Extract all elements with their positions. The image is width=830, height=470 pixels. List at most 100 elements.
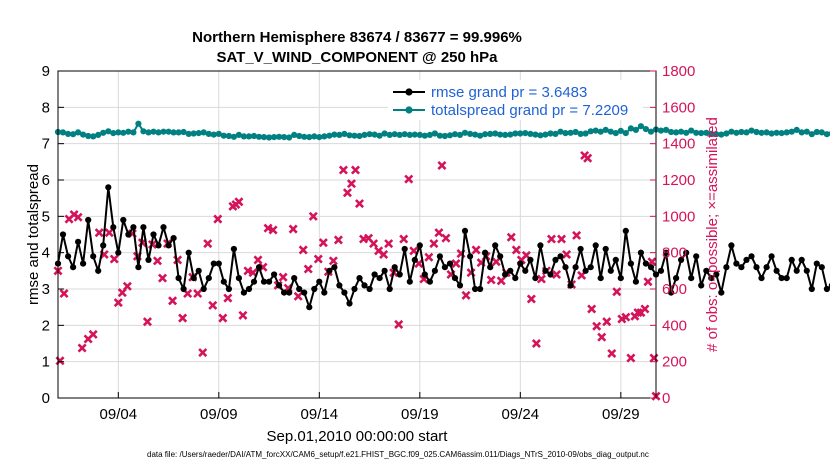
rmse-point [75, 238, 82, 245]
rmse-point [617, 275, 624, 282]
spread-point [517, 130, 524, 137]
obs-marker-stroke [59, 289, 69, 299]
spread-point [813, 128, 820, 136]
obs-marker-stroke [531, 338, 541, 349]
obs-marker-stroke [437, 160, 447, 170]
rmse-point [803, 267, 810, 274]
y-tick-label-left: 5 [42, 208, 50, 225]
y-tick-label-right: 1200 [662, 172, 695, 189]
rmse-point [276, 282, 283, 289]
obs-marker-stroke [350, 165, 361, 175]
obs-assimilated-marker [88, 329, 98, 339]
obs-assimilated-marker [77, 343, 87, 353]
spread-point [612, 130, 619, 137]
rmse-point [351, 285, 358, 293]
spread-point [411, 131, 418, 138]
spread-point [130, 129, 137, 136]
spread-point [376, 132, 383, 139]
rmse-point [301, 289, 308, 296]
obs-marker-stroke [234, 197, 244, 207]
rmse-point [738, 264, 745, 271]
obs-marker-stroke [471, 245, 481, 255]
spread-point [281, 134, 288, 141]
obs-assimilated-marker [486, 275, 496, 285]
spread-point [798, 129, 805, 136]
y-tick-label-left: 8 [42, 99, 50, 116]
spread-point [190, 130, 197, 137]
obs-marker-stroke [521, 250, 531, 260]
obs-assimilated-marker [104, 228, 114, 238]
obs-marker-stroke [592, 321, 602, 331]
obs-assimilated-marker [59, 289, 69, 299]
spread-point [421, 132, 428, 139]
spread-point [155, 129, 162, 136]
rmse-point [286, 289, 293, 296]
spread-point [642, 126, 650, 133]
legend: rmse grand pr = 3.6483 totalspread grand… [388, 80, 643, 120]
spread-point [522, 130, 529, 137]
rmse-point [748, 253, 755, 260]
obs-marker-stroke [640, 304, 650, 314]
rmse-point [271, 271, 278, 278]
obs-assimilated-marker [649, 353, 659, 363]
obs-assimilated-marker [198, 348, 208, 358]
obs-assimilated-marker [109, 254, 119, 264]
obs-marker-stroke [104, 228, 114, 238]
rmse-point [431, 267, 438, 274]
rmse-point [713, 271, 720, 278]
obs-assimilated-marker [333, 235, 343, 245]
y-tick-label-right: 800 [662, 245, 687, 262]
obs-marker-stroke [293, 291, 303, 301]
obs-assimilated-marker [318, 238, 328, 248]
rmse-point [773, 267, 780, 274]
data-file-footer: data file: /Users/raeder/DAI/ATM_forcXX/… [147, 450, 649, 459]
obs-assimilated-marker [208, 300, 218, 310]
obs-assimilated-marker [551, 269, 562, 279]
obs-assimilated-marker [338, 165, 348, 175]
obs-assimilated-marker [303, 264, 313, 274]
rmse-point [753, 264, 760, 271]
obs-assimilated-marker [178, 313, 188, 323]
rmse-point [59, 231, 67, 238]
obs-marker-stroke [414, 259, 424, 269]
rmse-point [758, 275, 765, 282]
obs-assimilated-marker [55, 356, 65, 366]
spread-point [597, 128, 604, 135]
rmse-point [140, 224, 147, 231]
rmse-point [100, 242, 107, 249]
rmse-point [165, 242, 172, 249]
obs-marker-stroke [562, 249, 572, 260]
rmse-point [537, 242, 544, 249]
spread-point [115, 129, 122, 136]
obs-assimilated-marker [354, 199, 365, 209]
rmse-point [130, 224, 137, 231]
obs-assimilated-marker [152, 256, 163, 266]
rmse-point [532, 275, 539, 282]
obs-assimilated-marker [643, 277, 653, 287]
obs-marker-stroke [94, 228, 104, 238]
rmse-point [823, 285, 830, 293]
rmse-point [416, 242, 423, 249]
spread-point [743, 129, 750, 136]
obs-marker-stroke [328, 256, 338, 266]
y-tick-label-right: 0 [662, 390, 670, 407]
spread-point [266, 134, 273, 141]
rmse-point [255, 264, 263, 271]
spread-point [180, 128, 187, 136]
obs-assimilated-marker [572, 230, 582, 240]
spread-point [818, 129, 825, 136]
rmse-point [793, 267, 800, 274]
obs-assimilated-marker [496, 276, 506, 286]
spread-point [778, 130, 785, 137]
y-tick-label-right: 1800 [662, 63, 695, 80]
rmse-point [371, 271, 378, 278]
spread-point [773, 129, 780, 136]
obs-marker-stroke [626, 353, 636, 363]
rmse-point [401, 245, 408, 253]
y-tick-label-left: 7 [42, 136, 50, 153]
rmse-point [195, 267, 202, 274]
spread-point [220, 132, 227, 139]
rmse-point [105, 184, 112, 191]
spread-point [105, 128, 112, 135]
